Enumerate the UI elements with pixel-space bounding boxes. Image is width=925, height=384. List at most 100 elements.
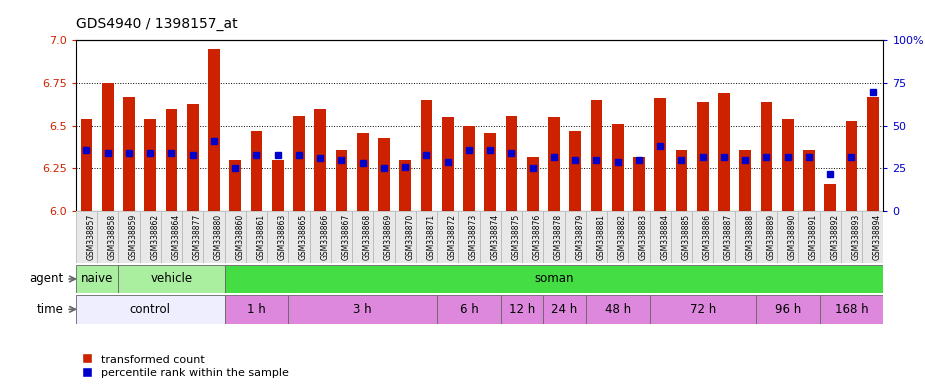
Text: agent: agent [30, 273, 64, 285]
Bar [459, 211, 479, 263]
Text: GSM338869: GSM338869 [384, 214, 393, 260]
Text: GSM338891: GSM338891 [809, 214, 818, 260]
Bar [310, 211, 331, 263]
Text: GSM338861: GSM338861 [256, 214, 265, 260]
Text: 3 h: 3 h [353, 303, 372, 316]
Bar [267, 211, 289, 263]
Text: 72 h: 72 h [690, 303, 716, 316]
Bar [607, 211, 628, 263]
Bar [500, 211, 522, 263]
Bar [543, 211, 564, 263]
Bar [527, 157, 538, 211]
Text: GSM338883: GSM338883 [639, 214, 648, 260]
Bar [102, 83, 114, 211]
Bar [570, 131, 581, 211]
Bar [314, 109, 327, 211]
Bar [76, 295, 225, 324]
Text: GSM338860: GSM338860 [235, 214, 244, 260]
Text: GSM338866: GSM338866 [320, 214, 329, 260]
Text: GSM338878: GSM338878 [554, 214, 563, 260]
Bar [166, 109, 178, 211]
Bar [739, 150, 751, 211]
Bar [331, 211, 352, 263]
Text: 24 h: 24 h [551, 303, 578, 316]
Bar [395, 211, 416, 263]
Bar [80, 119, 92, 211]
Bar [756, 295, 820, 324]
Bar [229, 160, 241, 211]
Text: GSM338870: GSM338870 [405, 214, 414, 260]
Bar [251, 131, 263, 211]
Bar [543, 295, 586, 324]
Text: GSM338858: GSM338858 [107, 214, 117, 260]
Text: GSM338877: GSM338877 [192, 214, 202, 260]
Bar [357, 132, 368, 211]
Bar [756, 211, 777, 263]
Text: GSM338892: GSM338892 [831, 214, 839, 260]
Bar [820, 295, 883, 324]
Text: GSM338887: GSM338887 [724, 214, 733, 260]
Bar [187, 104, 199, 211]
Bar [675, 150, 687, 211]
Text: GSM338873: GSM338873 [469, 214, 478, 260]
Text: 6 h: 6 h [460, 303, 478, 316]
Bar [438, 295, 500, 324]
Bar [400, 160, 411, 211]
Bar [123, 97, 135, 211]
Bar [144, 119, 156, 211]
Text: soman: soman [535, 273, 574, 285]
Bar [692, 211, 713, 263]
Bar [649, 211, 671, 263]
Bar [734, 211, 756, 263]
Bar [225, 211, 246, 263]
Text: GSM338859: GSM338859 [129, 214, 138, 260]
Bar [293, 116, 305, 211]
Bar [76, 211, 97, 263]
Text: GSM338857: GSM338857 [86, 214, 95, 260]
Bar [760, 102, 772, 211]
Bar [246, 211, 267, 263]
Text: GSM338872: GSM338872 [448, 214, 457, 260]
Bar [289, 295, 438, 324]
Bar [336, 150, 347, 211]
Text: vehicle: vehicle [151, 273, 192, 285]
Bar [564, 211, 586, 263]
Text: GSM338885: GSM338885 [682, 214, 690, 260]
Text: control: control [130, 303, 171, 316]
Bar [777, 211, 798, 263]
Bar [549, 117, 560, 211]
Text: time: time [37, 303, 64, 316]
Bar [208, 49, 220, 211]
Bar [713, 211, 734, 263]
Text: GSM338864: GSM338864 [171, 214, 180, 260]
Bar [591, 100, 602, 211]
Text: 12 h: 12 h [509, 303, 536, 316]
Bar [506, 116, 517, 211]
Bar [654, 98, 666, 211]
Text: GSM338880: GSM338880 [214, 214, 223, 260]
Bar [671, 211, 692, 263]
Bar [697, 102, 709, 211]
Bar [612, 124, 623, 211]
Bar [803, 150, 815, 211]
Text: 168 h: 168 h [834, 303, 869, 316]
Bar [416, 211, 438, 263]
Bar [628, 211, 649, 263]
Text: GSM338871: GSM338871 [426, 214, 436, 260]
Bar [586, 295, 649, 324]
Text: GSM338874: GSM338874 [490, 214, 500, 260]
Bar [718, 93, 730, 211]
Bar [225, 295, 289, 324]
Bar [867, 97, 879, 211]
Bar [182, 211, 204, 263]
Text: 1 h: 1 h [247, 303, 265, 316]
Legend: transformed count, percentile rank within the sample: transformed count, percentile rank withi… [81, 354, 290, 379]
Bar [161, 211, 182, 263]
Bar [352, 211, 374, 263]
Text: GSM338889: GSM338889 [767, 214, 775, 260]
Bar [225, 265, 883, 293]
Bar [820, 211, 841, 263]
Text: GSM338876: GSM338876 [533, 214, 542, 260]
Bar [442, 117, 453, 211]
Bar [76, 265, 118, 293]
